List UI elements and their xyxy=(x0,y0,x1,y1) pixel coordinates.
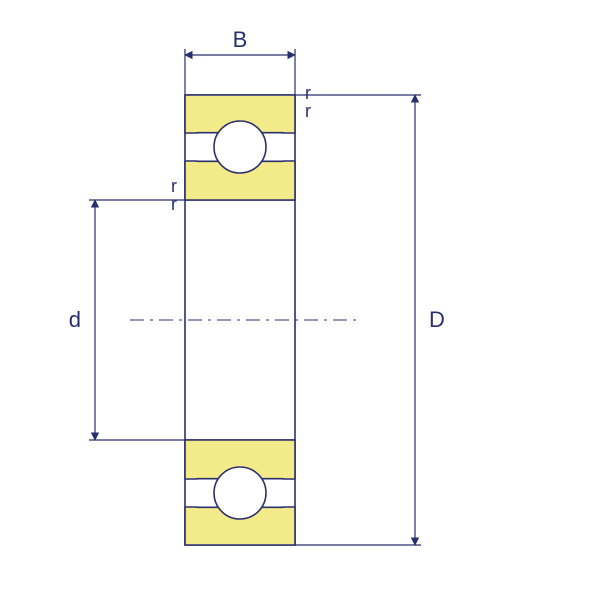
label-r-outer-top-2: r xyxy=(305,101,311,121)
label-r-outer-top-1: r xyxy=(305,83,311,103)
label-r-inner-top-2: r xyxy=(171,194,177,214)
label-outer-dia: D xyxy=(429,307,445,332)
label-inner-dia: d xyxy=(69,307,81,332)
label-r-inner-top-1: r xyxy=(171,176,177,196)
label-width: B xyxy=(233,27,248,52)
bearing-diagram: BdDrrrr xyxy=(0,0,600,600)
